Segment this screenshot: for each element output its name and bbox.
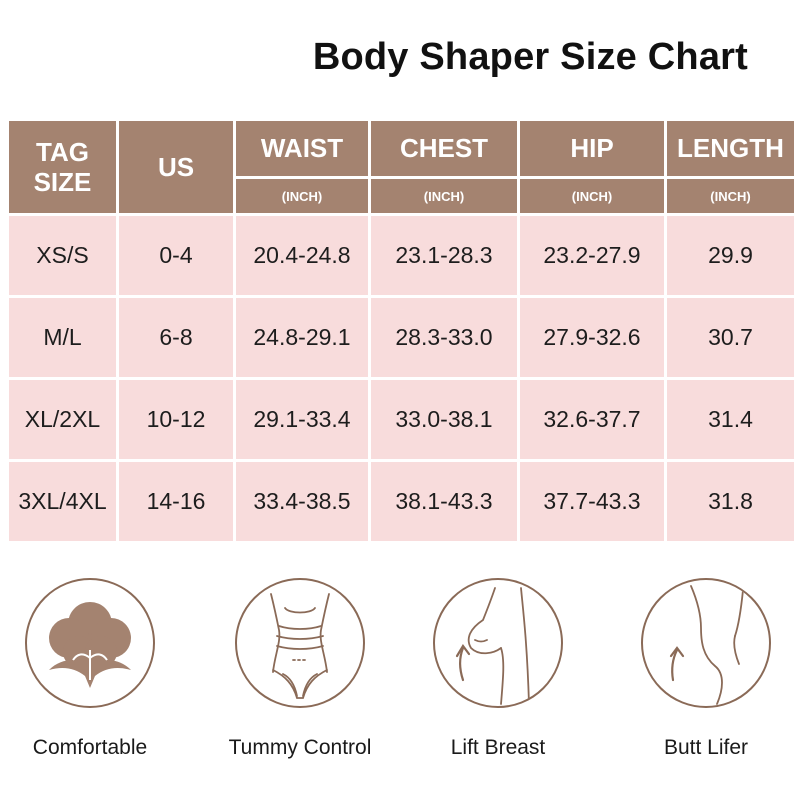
cell-us: 10-12 xyxy=(116,377,236,462)
unit-length: (INCH) xyxy=(664,176,797,216)
cell-chest: 23.1-28.3 xyxy=(368,213,520,298)
cell-hip: 27.9-32.6 xyxy=(517,295,667,380)
unit-chest: (INCH) xyxy=(368,176,520,216)
feature-lift-breast: Lift Breast xyxy=(418,578,578,760)
unit-hip: (INCH) xyxy=(517,176,667,216)
feature-tummy-control: Tummy Control xyxy=(220,578,380,760)
butt-lift-icon xyxy=(641,578,771,708)
cotton-flower-icon xyxy=(25,578,155,708)
feature-comfortable: Comfortable xyxy=(10,578,170,760)
feature-label: Tummy Control xyxy=(228,736,372,759)
table-row: XS/S 0-4 20.4-24.8 23.1-28.3 23.2-27.9 2… xyxy=(6,213,797,298)
unit-waist: (INCH) xyxy=(233,176,371,216)
header-chest: CHEST xyxy=(368,118,520,179)
cell-length: 30.7 xyxy=(664,295,797,380)
cell-length: 31.8 xyxy=(664,459,797,544)
feature-butt-lifer: Butt Lifer xyxy=(626,578,786,760)
cell-length: 29.9 xyxy=(664,213,797,298)
cell-us: 6-8 xyxy=(116,295,236,380)
header-length: LENGTH xyxy=(664,118,797,179)
feature-label: Comfortable xyxy=(32,736,148,759)
header-us: US xyxy=(116,118,236,216)
cell-hip: 32.6-37.7 xyxy=(517,377,667,462)
breast-lift-icon xyxy=(433,578,563,708)
cell-waist: 20.4-24.8 xyxy=(233,213,371,298)
cell-chest: 38.1-43.3 xyxy=(368,459,520,544)
cell-hip: 37.7-43.3 xyxy=(517,459,667,544)
feature-label: Lift Breast xyxy=(450,736,546,759)
page-title: Body Shaper Size Chart xyxy=(312,36,748,78)
cell-tag: M/L xyxy=(6,295,119,380)
header-hip: HIP xyxy=(517,118,667,179)
cell-us: 14-16 xyxy=(116,459,236,544)
feature-label: Butt Lifer xyxy=(663,736,749,759)
feature-icons-row: Comfortable Tummy Control xyxy=(0,578,800,778)
cell-waist: 33.4-38.5 xyxy=(233,459,371,544)
header-tag-size-line2: SIZE xyxy=(33,167,92,197)
header-tag-size: TAG SIZE xyxy=(6,118,119,216)
cell-waist: 29.1-33.4 xyxy=(233,377,371,462)
cell-us: 0-4 xyxy=(116,213,236,298)
cell-hip: 23.2-27.9 xyxy=(517,213,667,298)
cell-tag: XL/2XL xyxy=(6,377,119,462)
waist-torso-icon xyxy=(235,578,365,708)
header-tag-size-line1: TAG xyxy=(36,137,89,167)
table-row: XL/2XL 10-12 29.1-33.4 33.0-38.1 32.6-37… xyxy=(6,377,797,462)
cell-tag: 3XL/4XL xyxy=(6,459,119,544)
cell-tag: XS/S xyxy=(6,213,119,298)
cell-chest: 28.3-33.0 xyxy=(368,295,520,380)
cell-length: 31.4 xyxy=(664,377,797,462)
cell-waist: 24.8-29.1 xyxy=(233,295,371,380)
header-waist: WAIST xyxy=(233,118,371,179)
table-row: 3XL/4XL 14-16 33.4-38.5 38.1-43.3 37.7-4… xyxy=(6,459,797,544)
table-row: M/L 6-8 24.8-29.1 28.3-33.0 27.9-32.6 30… xyxy=(6,295,797,380)
cell-chest: 33.0-38.1 xyxy=(368,377,520,462)
size-chart-table: TAG SIZE US WAIST CHEST HIP LENGTH (INCH… xyxy=(6,118,797,544)
